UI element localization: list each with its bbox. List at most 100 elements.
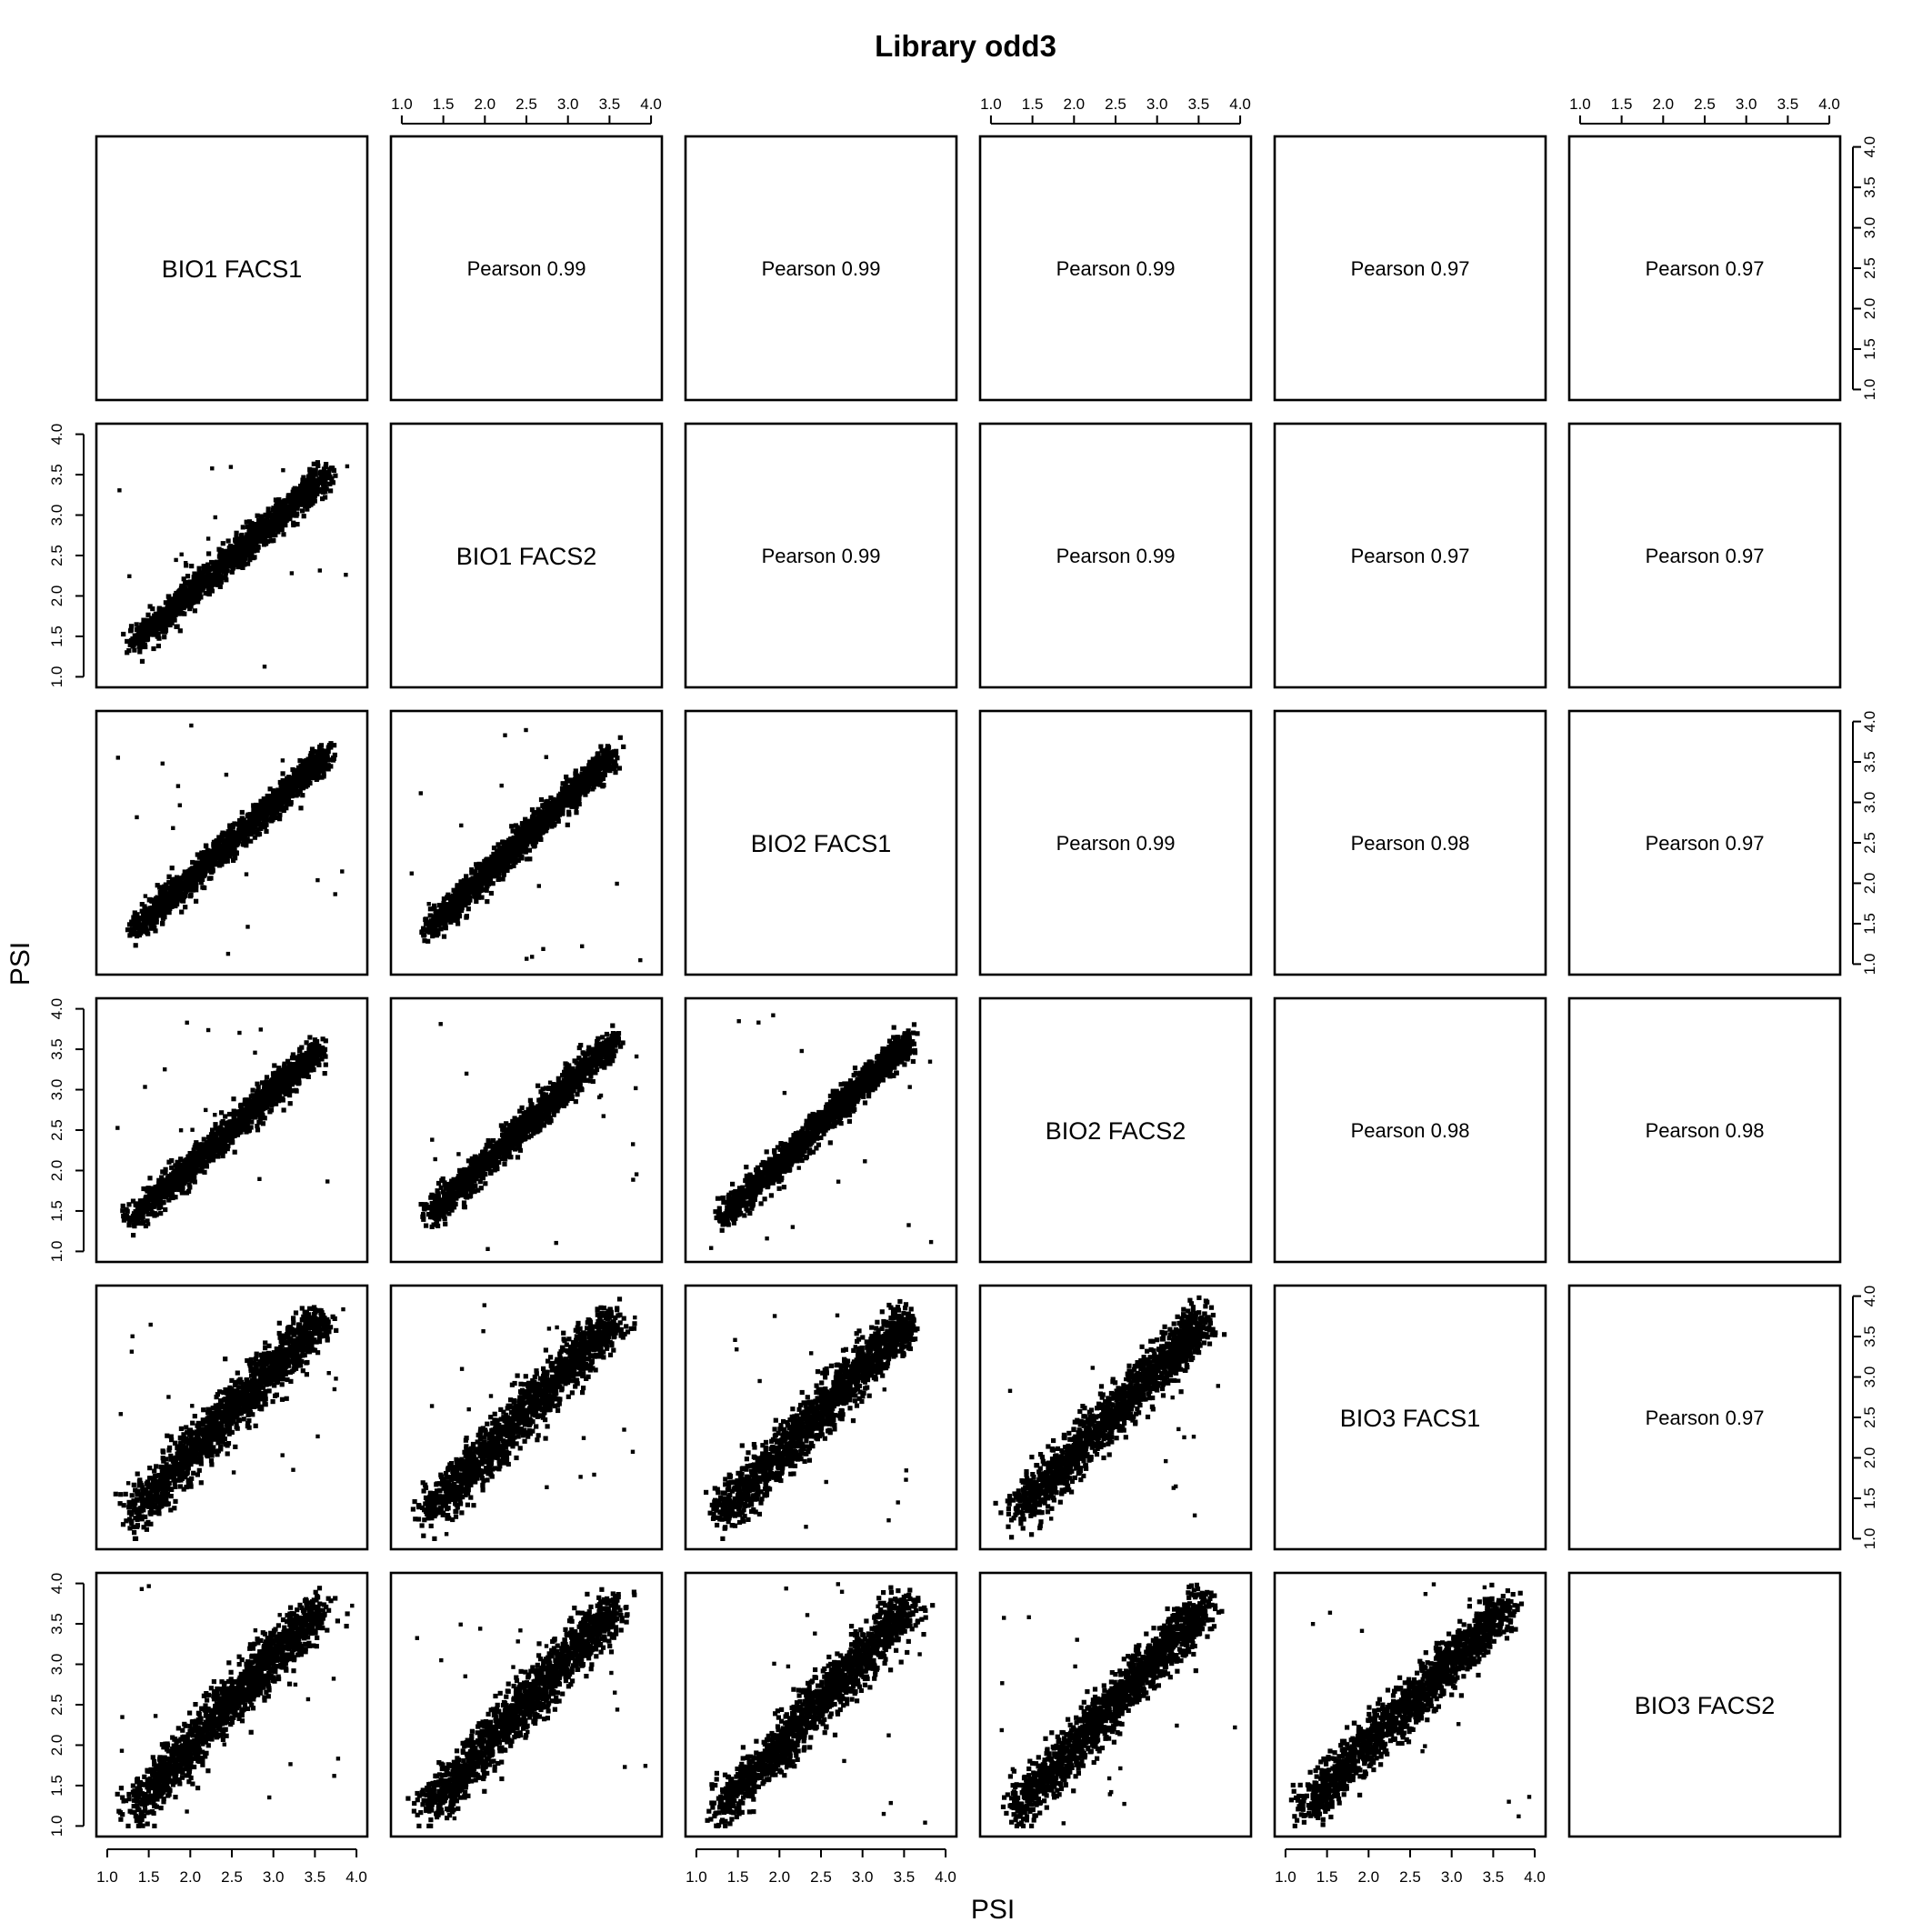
data-point [158,894,164,899]
y-tick-label: 2.0 [1861,873,1878,895]
data-point [271,788,276,794]
outlier-point [503,733,507,737]
data-point [261,542,267,547]
data-point [590,776,596,782]
data-point [442,907,447,913]
data-point [265,524,271,530]
data-point [163,1166,168,1172]
data-point [176,611,182,616]
data-point [451,910,456,916]
data-point [436,903,442,908]
data-point [574,810,579,816]
data-point [251,829,256,835]
data-point [499,854,506,859]
data-point [297,789,303,795]
data-point [183,905,188,910]
data-point [508,858,514,864]
data-point [293,769,298,775]
outlier-point [244,872,249,876]
data-point [169,904,175,909]
data-point [218,574,224,579]
data-point [277,812,283,817]
data-point [258,825,264,830]
x-tick-label: 3.0 [1441,1868,1463,1886]
data-point [166,597,172,603]
data-point [586,768,591,774]
data-point [234,835,239,840]
data-point [172,890,177,896]
data-point [332,743,337,748]
data-point [450,917,455,923]
data-point [541,803,546,808]
y-tick-label: 2.0 [48,1160,65,1182]
data-point [267,799,273,805]
data-point [471,886,476,891]
data-point [599,782,606,787]
data-point [606,765,612,770]
y-tick-label: 3.5 [48,464,65,486]
data-point [423,921,429,926]
data-point [519,821,525,826]
data-point [227,854,233,859]
x-tick-label: 1.0 [686,1868,707,1886]
data-point [500,866,506,872]
data-point [454,903,459,908]
data-point [207,566,213,572]
data-point [472,894,477,899]
data-point [484,868,489,874]
data-point [229,569,235,575]
data-point [301,475,306,480]
panel-r2-c1 [389,709,664,976]
data-point [140,640,145,646]
data-point [577,791,583,797]
outlier-point [127,574,132,578]
data-point [518,843,524,849]
data-point [462,894,467,899]
data-point [198,880,204,886]
data-point [151,628,156,634]
data-point [316,486,322,492]
data-point [195,873,200,878]
outlier-point [344,573,348,577]
data-point [328,488,334,494]
outlier-point [245,925,250,929]
y-tick-label: 3.0 [48,505,65,526]
data-point [556,815,561,820]
data-point [138,916,144,921]
data-point [174,879,180,885]
data-point [175,624,180,629]
data-point [252,825,257,830]
data-point [283,516,288,522]
data-point [255,533,260,538]
data-point [192,576,197,581]
data-point [467,895,473,900]
data-point [244,840,249,846]
data-point [173,610,178,616]
data-point [441,900,446,906]
data-point [279,499,285,505]
data-point [183,602,188,607]
data-point [217,550,223,556]
data-point [464,874,469,879]
data-point [282,790,288,796]
data-point [225,554,230,559]
data-point [306,756,312,762]
data-point [226,557,232,563]
data-point [485,884,490,889]
data-point [164,607,169,613]
data-point [498,864,504,869]
data-point [586,775,591,780]
data-point [490,870,496,876]
data-point [259,514,265,519]
y-tick-label: 1.0 [48,666,65,688]
data-point [143,637,148,643]
data-point [480,872,486,877]
data-point [475,881,481,886]
outlier-point [213,515,217,520]
data-point [576,801,582,806]
data-point [279,786,285,792]
data-point [259,523,265,528]
x-tick-label: 1.5 [138,1868,160,1886]
data-point [476,861,482,866]
data-point [598,758,604,764]
